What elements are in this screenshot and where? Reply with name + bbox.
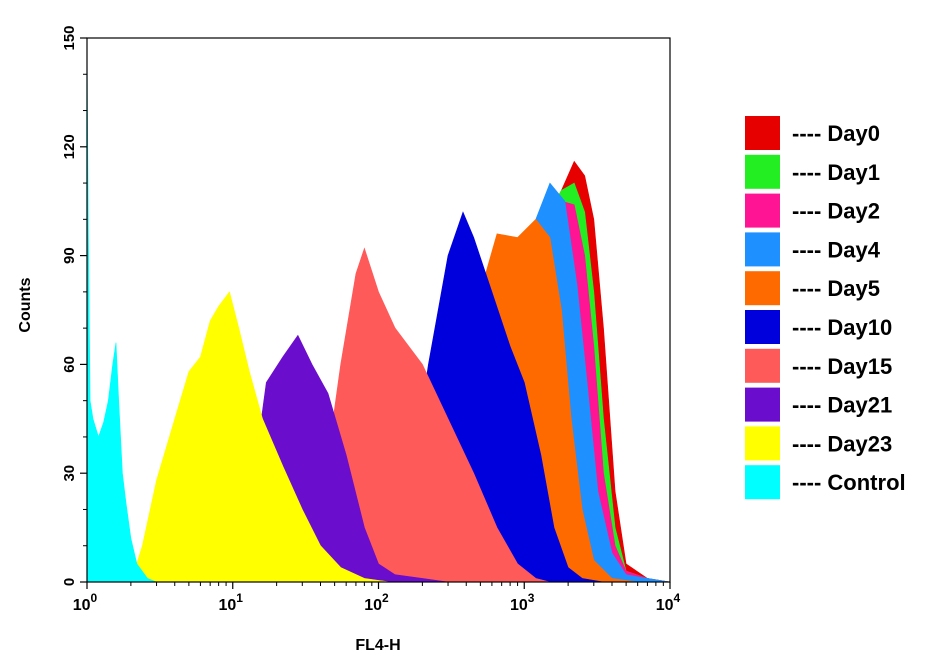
legend-label-day4: ---- Day4 [792,237,881,262]
legend-label-day10: ---- Day10 [792,315,892,340]
y-tick-label: 90 [61,247,78,264]
legend-swatch-day2 [745,193,780,228]
legend-swatch-day21 [745,387,780,422]
y-axis: 0 30 60 90 120 150 [61,25,87,586]
legend-swatch-day4 [745,232,780,267]
legend-swatch-day15 [745,348,780,383]
x-axis-label: FL4-H [355,637,400,654]
legend-label-day2: ---- Day2 [792,199,880,224]
legend-label-day1: ---- Day1 [792,160,880,185]
x-tick-label: 104 [656,591,681,614]
legend-label-day15: ---- Day15 [792,354,892,379]
x-tick-label: 102 [364,591,389,614]
x-tick-label: 101 [219,591,244,614]
x-tick-label: 100 [73,591,98,614]
legend-swatch-day10 [745,310,780,344]
legend-swatch-day23 [745,426,780,461]
y-tick-label: 120 [61,134,78,159]
y-tick-label: 150 [61,25,78,50]
legend: ---- Day0 ---- Day1 ---- Day2 ---- Day4 ----… [745,116,906,500]
y-tick-label: 30 [61,465,78,482]
legend-label-control: ---- Control [792,470,906,495]
legend-label-day5: ---- Day5 [792,276,880,301]
plot-area [87,38,670,582]
y-tick-label: 60 [61,356,78,373]
legend-label-day21: ---- Day21 [792,393,892,418]
x-tick-label: 103 [510,591,535,614]
y-axis-label: Counts [17,277,34,332]
series-area-day23 [130,291,391,582]
legend-label-day0: ---- Day0 [792,121,880,146]
legend-label-day23: ---- Day23 [792,431,892,456]
y-tick-label: 0 [61,578,78,586]
legend-swatch-control [745,465,780,500]
x-axis: 100 101 102 103 104 [73,582,681,614]
legend-swatch-day5 [745,271,780,306]
legend-swatch-day1 [745,154,780,189]
series-area-control [87,38,157,582]
legend-swatch-day0 [745,116,780,150]
